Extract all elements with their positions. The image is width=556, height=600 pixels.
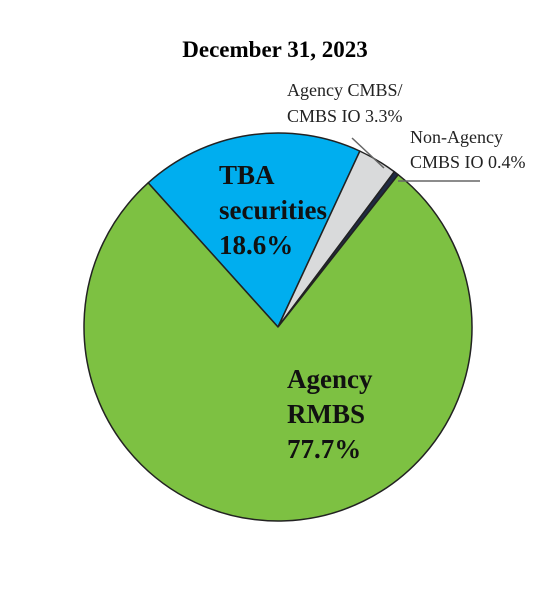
slice-label-agency-cmbs: Agency CMBS/ CMBS IO 3.3% — [287, 80, 407, 126]
chart-title: December 31, 2023 — [182, 37, 367, 62]
slice-label-tba: TBA securities 18.6% — [219, 160, 334, 260]
slice-label-tba-line-2: securities — [219, 195, 327, 225]
pie-slice-agency-rmbs — [83, 173, 473, 522]
slice-label-tba-line-1: TBA — [219, 160, 275, 190]
slice-label-agency-cmbs-line-1: Agency CMBS/ — [287, 80, 403, 100]
slice-label-agency-rmbs-line-1: Agency — [287, 364, 373, 394]
slice-label-non-agency-cmbs: Non-Agency CMBS IO 0.4% — [410, 127, 526, 172]
slice-label-agency-rmbs: Agency RMBS 77.7% — [287, 364, 379, 464]
pie-slice-tba-securities — [147, 132, 361, 328]
slice-label-agency-rmbs-line-2: RMBS — [287, 399, 365, 429]
slice-label-tba-line-3: 18.6% — [219, 230, 293, 260]
leader-line-agency-cmbs — [351, 137, 385, 169]
pie-slices — [83, 132, 473, 522]
slice-label-agency-rmbs-line-3: 77.7% — [287, 434, 361, 464]
slice-label-agency-cmbs-line-2: CMBS IO 3.3% — [287, 106, 403, 126]
slice-label-non-agency-cmbs-line-2: CMBS IO 0.4% — [410, 152, 526, 172]
slice-label-non-agency-cmbs-line-1: Non-Agency — [410, 127, 503, 147]
